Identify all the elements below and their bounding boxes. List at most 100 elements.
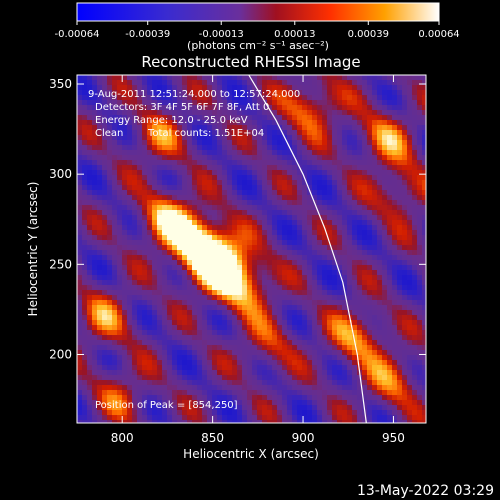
heatmap-cell [92, 390, 98, 396]
heatmap-cell [147, 115, 153, 121]
heatmap-cell [317, 330, 323, 336]
heatmap-cell [137, 285, 143, 291]
heatmap-cell [237, 280, 243, 286]
heatmap-cell [247, 160, 253, 166]
heatmap-cell [267, 380, 273, 386]
heatmap-cell [347, 260, 353, 266]
heatmap-cell [367, 310, 373, 316]
heatmap-cell [337, 95, 343, 101]
heatmap-cell [382, 100, 388, 106]
heatmap-cell [307, 95, 313, 101]
heatmap-cell [387, 285, 393, 291]
heatmap-cell [267, 410, 273, 416]
heatmap-cell [122, 110, 128, 116]
heatmap-cell [287, 250, 293, 256]
heatmap-cell [362, 210, 368, 216]
heatmap-cell [242, 330, 248, 336]
heatmap-cell [357, 255, 363, 261]
heatmap-cell [212, 200, 218, 206]
heatmap-cell [327, 375, 333, 381]
heatmap-cell [87, 415, 93, 421]
heatmap-cell [412, 260, 418, 266]
heatmap-cell [282, 85, 288, 91]
heatmap-cell [327, 410, 333, 416]
heatmap-cell [262, 335, 268, 341]
heatmap-cell [277, 290, 283, 296]
heatmap-cell [237, 285, 243, 291]
heatmap-cell [347, 170, 353, 176]
heatmap-cell [212, 255, 218, 261]
heatmap-cell [77, 360, 83, 366]
heatmap-cell [357, 355, 363, 361]
heatmap-cell [177, 370, 183, 376]
heatmap-cell [402, 375, 408, 381]
heatmap-cell [327, 310, 333, 316]
heatmap-cell [262, 185, 268, 191]
heatmap-cell [287, 85, 293, 91]
heatmap-cell [217, 250, 223, 256]
heatmap-cell [292, 140, 298, 146]
heatmap-cell [107, 210, 113, 216]
heatmap-cell [257, 195, 263, 201]
heatmap-cell [202, 365, 208, 371]
heatmap-cell [212, 340, 218, 346]
heatmap-cell [152, 270, 158, 276]
heatmap-cell [92, 300, 98, 306]
heatmap-cell [342, 245, 348, 251]
heatmap-cell [317, 410, 323, 416]
heatmap-cell [237, 365, 243, 371]
heatmap-cell [207, 240, 213, 246]
heatmap-cell [377, 295, 383, 301]
chart-title: Reconstructed RHESSI Image [141, 53, 360, 71]
heatmap-cell [167, 385, 173, 391]
heatmap-cell [267, 280, 273, 286]
heatmap-cell [222, 420, 228, 423]
heatmap-cell [127, 385, 133, 391]
heatmap-cell [382, 345, 388, 351]
heatmap-cell [357, 410, 363, 416]
heatmap-cell [237, 385, 243, 391]
heatmap-cell [172, 150, 178, 156]
heatmap-cell [422, 210, 426, 216]
heatmap-cell [287, 280, 293, 286]
heatmap-cell [212, 395, 218, 401]
heatmap-cell [147, 145, 153, 151]
heatmap-cell [252, 255, 258, 261]
heatmap-cell [287, 235, 293, 241]
heatmap-cell [292, 75, 298, 81]
heatmap-cell [162, 265, 168, 271]
heatmap-cell [282, 95, 288, 101]
heatmap-cell [302, 375, 308, 381]
heatmap-cell [382, 115, 388, 121]
heatmap-cell [87, 285, 93, 291]
heatmap-cell [77, 410, 83, 416]
plot-frame [76, 74, 427, 424]
heatmap-cell [207, 80, 213, 86]
heatmap-cell [112, 300, 118, 306]
heatmap-cell [242, 110, 248, 116]
heatmap-cell [282, 120, 288, 126]
heatmap-cell [367, 275, 373, 281]
heatmap-cell [167, 75, 173, 81]
heatmap-cell [237, 95, 243, 101]
heatmap-cell [322, 155, 328, 161]
heatmap-cell [417, 400, 423, 406]
heatmap-cell [137, 205, 143, 211]
heatmap-cell [172, 325, 178, 331]
heatmap-cell [197, 145, 203, 151]
heatmap-cell [352, 395, 358, 401]
heatmap-cell [112, 85, 118, 91]
heatmap-cell [322, 100, 328, 106]
heatmap-cell [382, 120, 388, 126]
heatmap-cell [237, 175, 243, 181]
heatmap-cell [272, 180, 278, 186]
heatmap-cell [107, 415, 113, 421]
heatmap-cell [212, 300, 218, 306]
heatmap-cell [217, 415, 223, 421]
heatmap-cell [332, 395, 338, 401]
heatmap-cell [227, 150, 233, 156]
heatmap-cell [232, 365, 238, 371]
heatmap-cell [387, 375, 393, 381]
heatmap-cell [222, 140, 228, 146]
heatmap-cell [102, 195, 108, 201]
